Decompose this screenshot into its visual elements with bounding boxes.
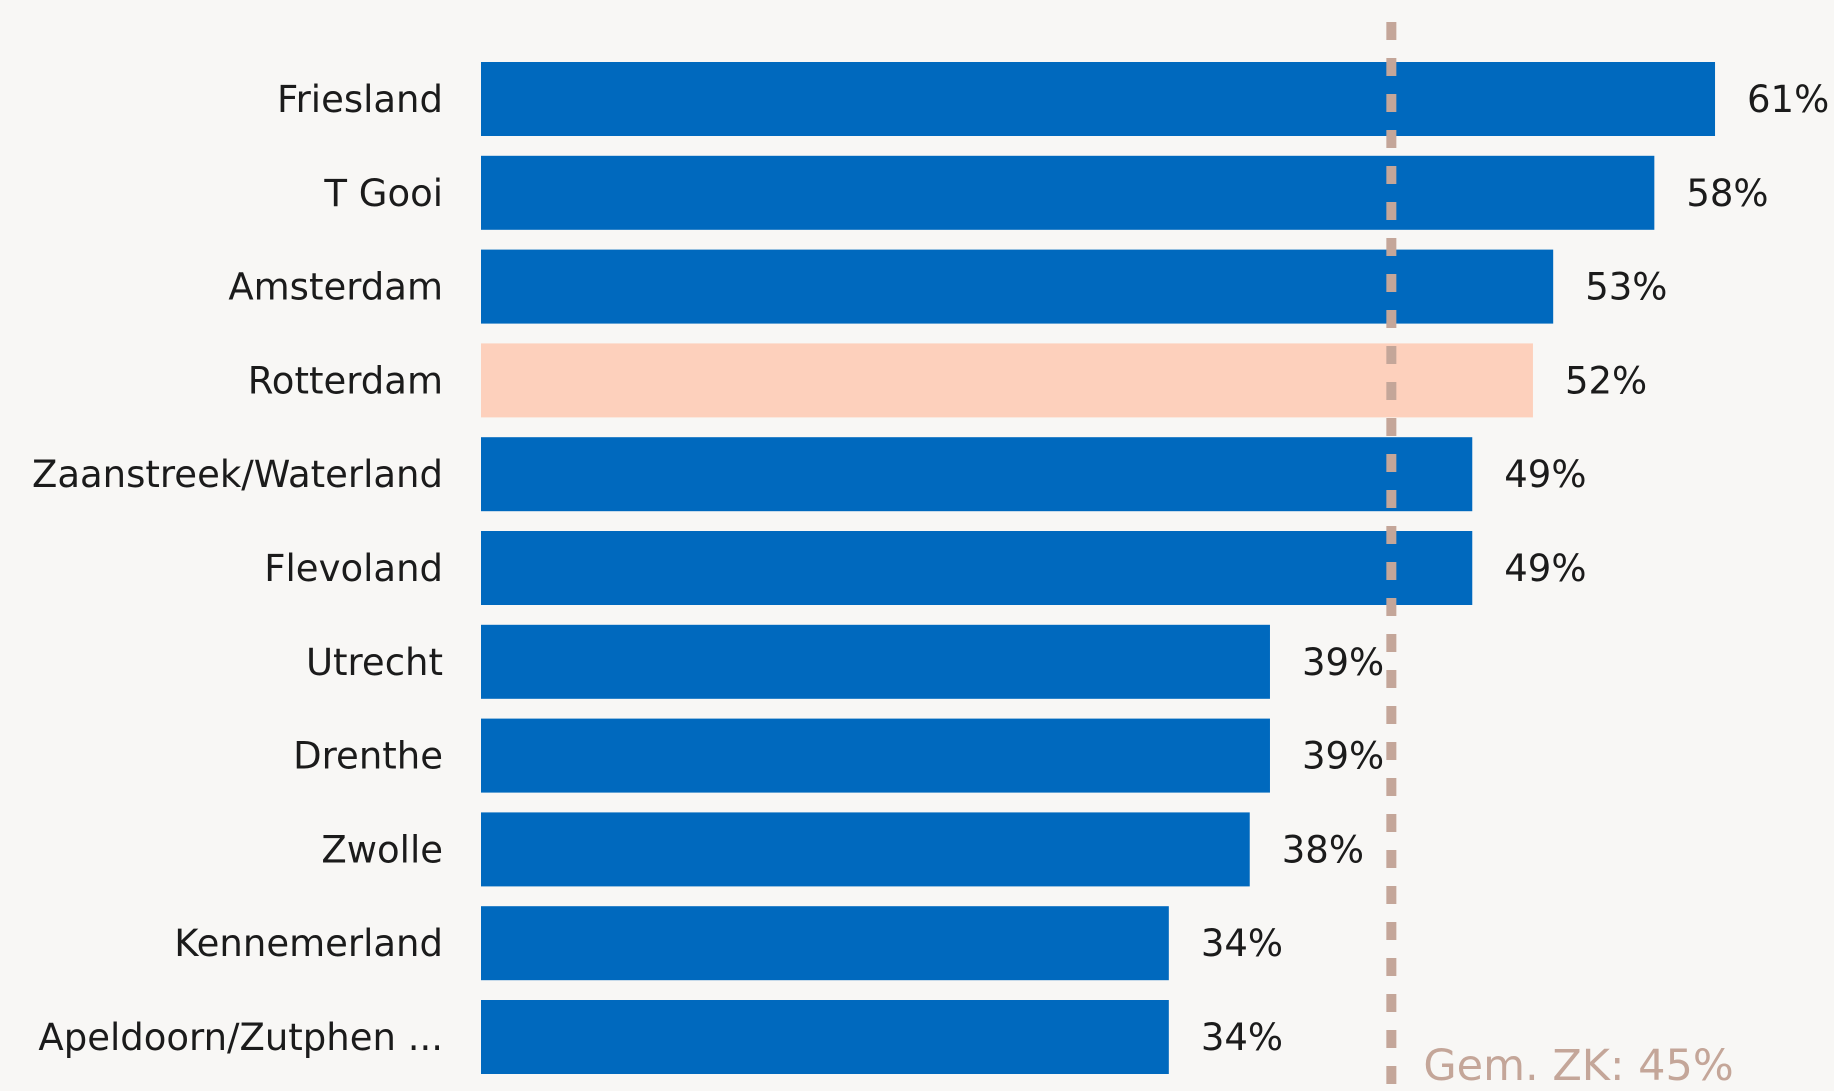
bar[interactable] <box>481 906 1169 981</box>
bar-group: Zaanstreek/Waterland 49% <box>32 437 1587 512</box>
value-label: 34% <box>1201 1016 1283 1059</box>
value-label: 61% <box>1747 78 1829 121</box>
bar-group: Kennemerland 34% <box>174 906 1283 981</box>
category-label: Flevoland <box>264 547 443 590</box>
bar[interactable] <box>481 155 1655 230</box>
bar[interactable] <box>481 437 1473 512</box>
value-label: 52% <box>1565 359 1647 402</box>
bar-group: Drenthe 39% <box>293 718 1384 793</box>
value-label: 58% <box>1686 172 1768 215</box>
bar-group: Friesland 61% <box>277 62 1829 136</box>
bar-group: Utrecht 39% <box>306 624 1384 699</box>
value-label: 39% <box>1302 641 1384 684</box>
bar[interactable] <box>481 531 1473 605</box>
bar[interactable] <box>481 812 1250 887</box>
value-label: 34% <box>1201 922 1283 965</box>
value-label: 38% <box>1282 828 1364 871</box>
category-label: Amsterdam <box>228 266 443 309</box>
category-label: Drenthe <box>293 735 443 778</box>
bar[interactable] <box>481 62 1716 136</box>
bar-group: Zwolle 38% <box>321 812 1364 887</box>
bar-group: Amsterdam 53% <box>228 249 1667 324</box>
value-label: 49% <box>1504 547 1586 590</box>
bar[interactable] <box>481 624 1270 699</box>
bar[interactable] <box>481 1000 1169 1074</box>
bar-group: Rotterdam 52% <box>248 343 1647 418</box>
bar[interactable] <box>481 249 1554 324</box>
category-label: Apeldoorn/Zutphen ... <box>38 1016 443 1059</box>
category-label: Utrecht <box>306 641 443 684</box>
bar[interactable] <box>481 718 1270 793</box>
category-label: Friesland <box>277 78 443 121</box>
category-label: Rotterdam <box>248 359 443 402</box>
bar-group: T Gooi 58% <box>323 155 1769 230</box>
value-label: 53% <box>1585 266 1667 309</box>
category-label: Zwolle <box>321 828 443 871</box>
category-label: T Gooi <box>323 172 443 215</box>
category-label: Kennemerland <box>174 922 443 965</box>
category-label: Zaanstreek/Waterland <box>32 453 443 496</box>
bars-layer: Friesland 61% T Gooi 58% Amsterdam 53% Rotterd… <box>32 62 1829 1074</box>
bar-group: Flevoland 49% <box>264 531 1587 605</box>
value-label: 39% <box>1302 735 1384 778</box>
reference-line-layer: Gem. ZK: 45% <box>1386 22 1734 1091</box>
bar[interactable] <box>481 343 1533 418</box>
bar-group: Apeldoorn/Zutphen ... 34% <box>38 1000 1283 1074</box>
average-reference-label: Gem. ZK: 45% <box>1423 1041 1733 1091</box>
value-label: 49% <box>1504 453 1586 496</box>
